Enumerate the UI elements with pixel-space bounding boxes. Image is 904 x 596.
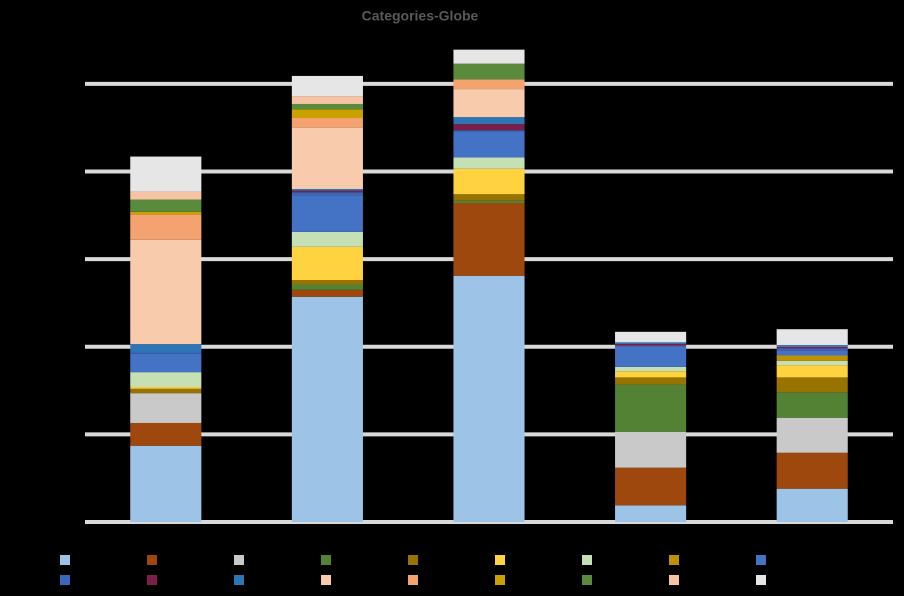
- bar-segment: [615, 342, 687, 345]
- legend-swatch: [234, 555, 244, 565]
- legend-swatch: [756, 575, 766, 585]
- bar-segment: [291, 246, 363, 281]
- legend-swatch: [321, 555, 331, 565]
- bar-segment: [291, 103, 363, 110]
- bar-segment: [453, 194, 525, 201]
- bar-segment: [130, 445, 202, 522]
- bar-segment: [776, 392, 848, 418]
- legend-swatch: [756, 555, 766, 565]
- legend-swatch: [60, 555, 70, 565]
- bar-segment: [615, 344, 687, 346]
- legend-swatch: [495, 555, 505, 565]
- bar-segment: [615, 505, 687, 522]
- bar-segment: [453, 275, 525, 522]
- bar-segment: [453, 79, 525, 90]
- bar-segment: [291, 117, 363, 128]
- bar-segment: [615, 377, 687, 385]
- legend-swatch: [669, 555, 679, 565]
- bar-segment: [776, 355, 848, 361]
- bar-segment: [130, 344, 202, 352]
- bar-segment: [130, 199, 202, 212]
- bar-segment: [453, 89, 525, 118]
- bar-segment: [291, 188, 363, 191]
- bar-segment: [130, 387, 202, 389]
- bar-segment: [130, 211, 202, 215]
- bar-segment: [615, 366, 687, 372]
- bar-segment: [130, 156, 202, 192]
- bar-segment: [615, 431, 687, 468]
- bar-segment: [291, 284, 363, 290]
- bar-segment: [615, 467, 687, 506]
- legend-swatch: [495, 575, 505, 585]
- bar-segment: [291, 289, 363, 297]
- bar-segment: [615, 345, 687, 348]
- bar-segment: [130, 372, 202, 388]
- bar-segment: [291, 75, 363, 97]
- bar-segment: [615, 371, 687, 378]
- bar-segment: [453, 124, 525, 131]
- bar-segment: [453, 117, 525, 125]
- bar-segment: [291, 190, 363, 193]
- legend-swatch: [234, 575, 244, 585]
- bar-segment: [776, 348, 848, 351]
- bar-segment: [776, 488, 848, 522]
- bar-segment: [130, 191, 202, 200]
- bar-segment: [130, 351, 202, 354]
- bar-segment: [291, 195, 363, 232]
- bar-segment: [130, 422, 202, 446]
- bar-segment: [453, 168, 525, 195]
- legend-swatch: [408, 555, 418, 565]
- bar-segment: [291, 127, 363, 189]
- bar-segment: [776, 377, 848, 393]
- bar-segment: [453, 63, 525, 80]
- bar-segment: [776, 417, 848, 453]
- legend-swatch: [669, 575, 679, 585]
- bar-segment: [291, 109, 363, 118]
- legend-swatch: [60, 575, 70, 585]
- bar-segment: [776, 329, 848, 345]
- bar-segment: [615, 384, 687, 432]
- bar-segment: [453, 49, 525, 64]
- chart-title: Categories-Globe: [362, 8, 479, 24]
- legend-swatch: [582, 555, 592, 565]
- bar-segment: [291, 296, 363, 522]
- legend-swatch: [147, 575, 157, 585]
- bar-segment: [615, 331, 687, 343]
- bar-segment: [776, 452, 848, 489]
- bar-segment: [453, 203, 525, 276]
- legend-swatch: [408, 575, 418, 585]
- bar-segment: [776, 350, 848, 356]
- bar-segment: [291, 192, 363, 196]
- bar-segment: [776, 346, 848, 349]
- bar-segment: [291, 96, 363, 104]
- bar-segment: [130, 353, 202, 373]
- bar-segment: [291, 231, 363, 247]
- bar-segment: [453, 200, 525, 204]
- bar-segment: [453, 132, 525, 158]
- bar-segment: [130, 214, 202, 240]
- legend-swatch: [321, 575, 331, 585]
- bar-segment: [453, 157, 525, 169]
- bar-segment: [453, 130, 525, 133]
- bar-segment: [291, 280, 363, 285]
- bar-segment: [615, 347, 687, 367]
- bar-segment: [776, 365, 848, 378]
- bar-segment: [130, 388, 202, 394]
- bar-segment: [130, 239, 202, 345]
- bar-segment: [130, 393, 202, 423]
- legend-swatch: [582, 575, 592, 585]
- bar-segment: [776, 360, 848, 366]
- bar-segment: [776, 344, 848, 347]
- legend-swatch: [147, 555, 157, 565]
